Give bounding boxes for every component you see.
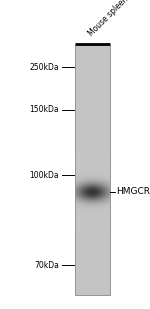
Text: 150kDa: 150kDa [29,105,59,115]
Bar [75,45,110,295]
Text: Mouse spleen: Mouse spleen [87,0,130,38]
Text: 70kDa: 70kDa [34,260,59,269]
Text: HMGCR: HMGCR [116,188,150,197]
Bar [75,45,110,295]
Text: 250kDa: 250kDa [29,62,59,71]
Text: 100kDa: 100kDa [29,171,59,180]
